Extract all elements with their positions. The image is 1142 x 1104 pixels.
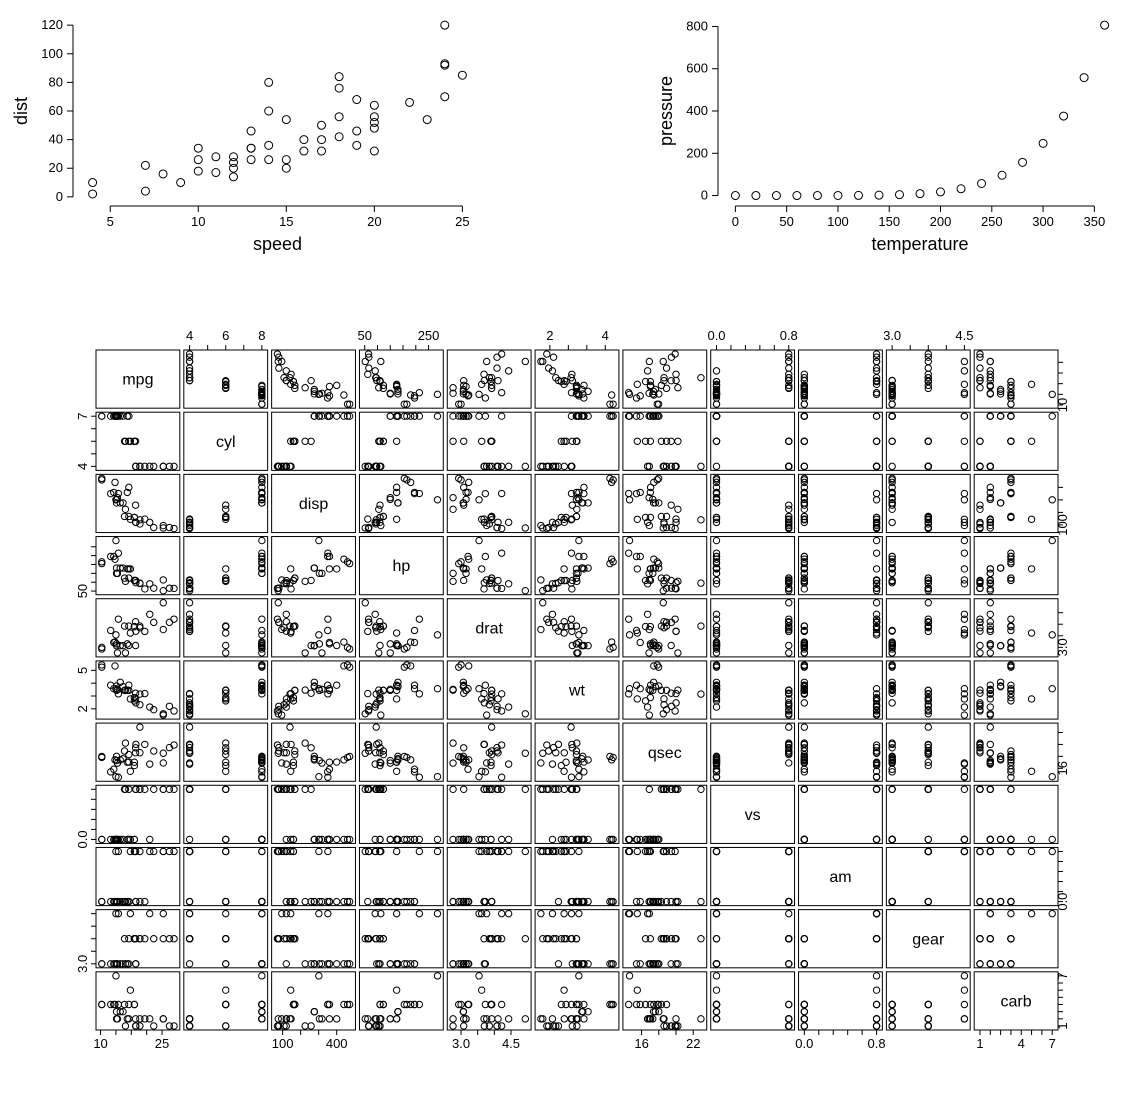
figure-svg: 510152025020406080100120speeddist0501001… — [0, 0, 1142, 1104]
svg-text:pressure: pressure — [656, 76, 676, 146]
svg-text:vs: vs — [745, 807, 761, 824]
svg-text:20: 20 — [367, 214, 381, 229]
svg-text:250: 250 — [418, 328, 440, 343]
svg-text:8: 8 — [258, 328, 265, 343]
svg-text:4: 4 — [186, 328, 193, 343]
svg-text:250: 250 — [981, 214, 1003, 229]
svg-text:100: 100 — [41, 46, 63, 61]
svg-text:2: 2 — [75, 705, 90, 712]
svg-text:50: 50 — [75, 584, 90, 598]
svg-text:400: 400 — [686, 103, 708, 118]
svg-text:wt: wt — [568, 683, 586, 700]
svg-text:10: 10 — [191, 214, 205, 229]
svg-text:temperature: temperature — [871, 234, 968, 254]
svg-text:3.0: 3.0 — [883, 328, 901, 343]
svg-text:5: 5 — [107, 214, 114, 229]
svg-text:disp: disp — [299, 496, 328, 513]
svg-text:am: am — [829, 869, 851, 886]
svg-text:22: 22 — [686, 1036, 700, 1051]
svg-text:1: 1 — [1055, 1022, 1070, 1029]
svg-text:120: 120 — [41, 17, 63, 32]
svg-text:6: 6 — [222, 328, 229, 343]
svg-text:0.0: 0.0 — [75, 830, 90, 848]
svg-text:16: 16 — [634, 1036, 648, 1051]
svg-text:200: 200 — [930, 214, 952, 229]
svg-text:speed: speed — [253, 234, 302, 254]
svg-text:16: 16 — [1055, 761, 1070, 775]
svg-text:20: 20 — [49, 160, 63, 175]
svg-text:200: 200 — [686, 145, 708, 160]
svg-text:40: 40 — [49, 132, 63, 147]
svg-text:0.0: 0.0 — [795, 1036, 813, 1051]
svg-text:15: 15 — [279, 214, 293, 229]
svg-text:3.0: 3.0 — [452, 1036, 470, 1051]
svg-text:0.0: 0.0 — [1055, 893, 1070, 911]
svg-text:25: 25 — [455, 214, 469, 229]
svg-text:5: 5 — [75, 667, 90, 674]
svg-text:gear: gear — [912, 931, 945, 948]
svg-text:0: 0 — [701, 188, 708, 203]
svg-text:25: 25 — [155, 1036, 169, 1051]
svg-text:600: 600 — [686, 61, 708, 76]
svg-text:800: 800 — [686, 18, 708, 33]
svg-text:drat: drat — [475, 620, 503, 637]
svg-text:100: 100 — [1055, 514, 1070, 536]
svg-text:cyl: cyl — [216, 434, 236, 451]
svg-text:dist: dist — [11, 97, 31, 125]
svg-text:10: 10 — [93, 1036, 107, 1051]
svg-text:0.8: 0.8 — [868, 1036, 886, 1051]
svg-text:4.5: 4.5 — [955, 328, 973, 343]
pairs-matrix: mpg46850250240.00.83.04.51047cyldisp1005… — [75, 328, 1070, 1051]
svg-text:3.0: 3.0 — [1055, 638, 1070, 656]
svg-text:hp: hp — [392, 558, 410, 575]
svg-text:4.5: 4.5 — [502, 1036, 520, 1051]
svg-text:3.0: 3.0 — [75, 955, 90, 973]
svg-text:60: 60 — [49, 103, 63, 118]
svg-text:100: 100 — [827, 214, 849, 229]
svg-text:50: 50 — [779, 214, 793, 229]
svg-text:50: 50 — [357, 328, 371, 343]
svg-text:mpg: mpg — [122, 372, 153, 389]
svg-text:300: 300 — [1032, 214, 1054, 229]
svg-text:350: 350 — [1084, 214, 1106, 229]
scatter-plot: 5 10 15 20 25 0 20 40 60 80 100 120 speed dist — [11, 17, 470, 254]
svg-text:80: 80 — [49, 74, 63, 89]
svg-text:150: 150 — [878, 214, 900, 229]
svg-text:7: 7 — [1049, 1036, 1056, 1051]
svg-text:0: 0 — [56, 189, 63, 204]
svg-text:0.0: 0.0 — [707, 328, 725, 343]
svg-text:0: 0 — [732, 214, 739, 229]
svg-text:4: 4 — [602, 328, 609, 343]
svg-text:2: 2 — [546, 328, 553, 343]
svg-text:7: 7 — [1055, 972, 1070, 979]
scatter-plot: 0 50 100 150 200 250 300 350 0 200 400 600 800 temper… — [656, 18, 1109, 254]
svg-text:10: 10 — [1055, 398, 1070, 412]
svg-text:carb: carb — [1001, 994, 1032, 1011]
svg-text:7: 7 — [75, 413, 90, 420]
figure-canvas: 510152025020406080100120speeddist0501001… — [0, 0, 1142, 1104]
svg-text:4: 4 — [75, 463, 90, 470]
svg-text:1: 1 — [976, 1036, 983, 1051]
svg-text:qsec: qsec — [648, 745, 682, 762]
svg-text:4: 4 — [1018, 1036, 1025, 1051]
svg-text:100: 100 — [272, 1036, 294, 1051]
svg-text:400: 400 — [326, 1036, 348, 1051]
svg-text:0.8: 0.8 — [780, 328, 798, 343]
